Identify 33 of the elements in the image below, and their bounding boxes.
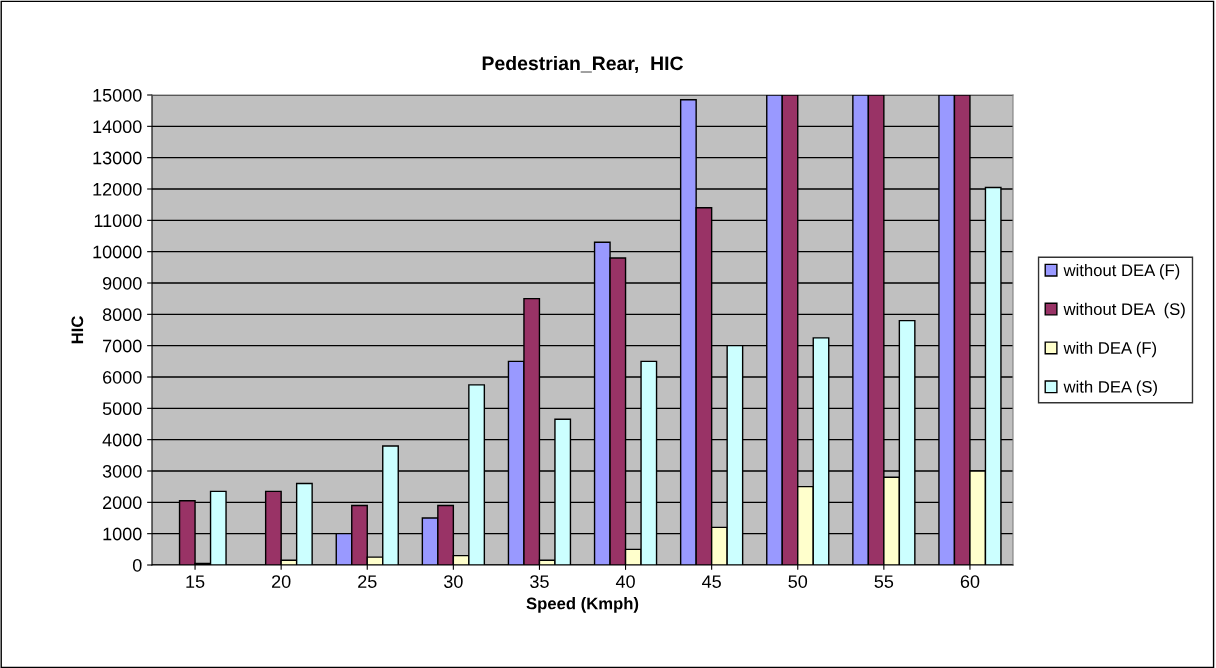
x-tick-label: 50 bbox=[788, 575, 808, 588]
x-tick-label: 40 bbox=[615, 575, 635, 588]
y-tick-label: 9000 bbox=[102, 276, 142, 290]
x-tick-label: 20 bbox=[272, 575, 291, 588]
y-tick-label: 11000 bbox=[94, 214, 142, 228]
y-tick-label: 2000 bbox=[103, 496, 142, 510]
y-tick-label: 3000 bbox=[102, 464, 142, 478]
legend-label: with DEA (S) bbox=[1063, 380, 1157, 397]
y-axis-title: HIC bbox=[71, 316, 84, 344]
x-tick-label: 30 bbox=[444, 575, 463, 588]
x-tick-label: 60 bbox=[960, 575, 980, 588]
y-tick-label: 10000 bbox=[93, 245, 142, 259]
chart-title: Pedestrian_Rear, HIC bbox=[482, 55, 684, 74]
x-tick-label: 55 bbox=[874, 575, 894, 588]
y-tick-label: 14000 bbox=[93, 120, 142, 134]
y-tick-label: 8000 bbox=[102, 308, 142, 322]
x-tick-label: 25 bbox=[358, 575, 377, 588]
y-tick-label: 7000 bbox=[103, 339, 142, 353]
y-tick-label: 1000 bbox=[103, 527, 142, 541]
y-tick-label: 6000 bbox=[103, 370, 142, 384]
y-tick-label: 4000 bbox=[102, 433, 142, 447]
y-tick-label: 5000 bbox=[102, 402, 142, 416]
x-tick-label: 35 bbox=[530, 575, 549, 588]
y-tick-label: 0 bbox=[132, 558, 142, 572]
legend-label: without DEA (F) bbox=[1063, 263, 1180, 280]
legend-label: with DEA (F) bbox=[1063, 341, 1157, 358]
legend-label: without DEA (S) bbox=[1063, 302, 1185, 319]
x-axis-title: Speed (Kmph) bbox=[526, 597, 639, 613]
x-tick-label: 45 bbox=[702, 575, 721, 588]
y-tick-label: 15000 bbox=[93, 88, 142, 102]
x-tick-label: 15 bbox=[186, 575, 205, 588]
y-tick-label: 13000 bbox=[93, 151, 142, 165]
y-tick-label: 12000 bbox=[93, 182, 142, 196]
